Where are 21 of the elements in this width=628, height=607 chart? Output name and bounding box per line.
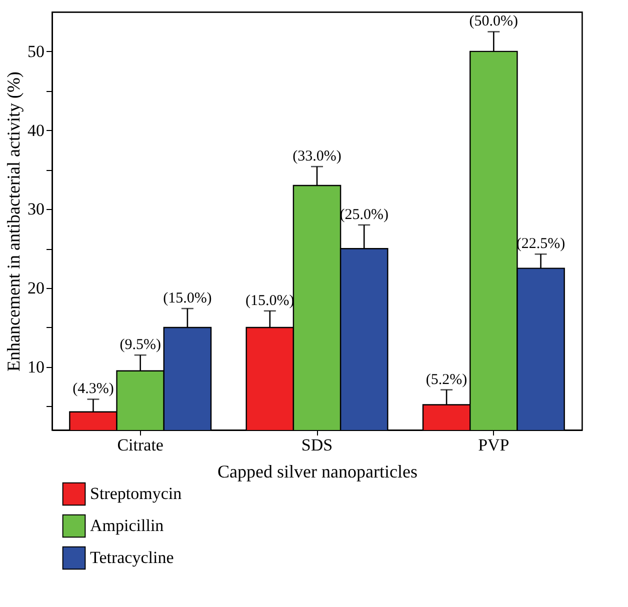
- data-label: (15.0%): [246, 292, 294, 309]
- data-label: (33.0%): [292, 148, 342, 165]
- legend-label: Streptomycin: [90, 484, 182, 503]
- data-label: (4.3%): [72, 381, 114, 398]
- y-axis-title: Enhancement in antibacterial activity (%): [4, 72, 24, 372]
- x-tick-label: PVP: [478, 436, 510, 454]
- x-tick-label: Citrate: [117, 436, 164, 454]
- data-label: (15.0%): [163, 290, 212, 307]
- legend-label: Ampicillin: [90, 516, 164, 535]
- y-tick-label: 40: [28, 120, 44, 140]
- y-tick-label: 50: [28, 42, 44, 61]
- data-label: (5.2%): [426, 372, 468, 388]
- data-label: (25.0%): [340, 206, 388, 223]
- y-tick-label: 10: [28, 357, 44, 376]
- y-tick-label: 30: [28, 200, 44, 219]
- data-label: (9.5%): [120, 337, 161, 354]
- x-tick-label: SDS: [301, 436, 333, 454]
- legend-label: Tetracycline: [90, 548, 174, 567]
- y-tick-label: 20: [28, 278, 44, 298]
- data-label: (50.0%): [469, 14, 518, 30]
- x-axis-title: Capped silver nanoparticles: [218, 462, 418, 482]
